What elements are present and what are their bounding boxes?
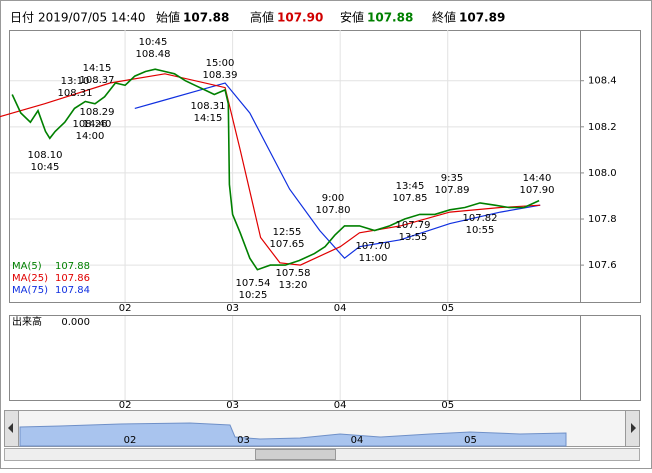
x-tick-label: 03 bbox=[226, 303, 239, 314]
annotation: 10:45 bbox=[139, 37, 168, 48]
nav-area bbox=[19, 422, 567, 447]
legend-name: MA(5) bbox=[12, 261, 42, 272]
x-tick-label: 05 bbox=[441, 400, 454, 411]
field-label: 始値 bbox=[156, 10, 180, 25]
volume-label: 出来高 bbox=[12, 315, 42, 328]
y-tick-label: 108.4 bbox=[588, 76, 617, 87]
nav-tick-label: 02 bbox=[124, 435, 137, 446]
y-tick-label: 107.8 bbox=[588, 214, 617, 225]
x-tick-label: 05 bbox=[441, 303, 454, 314]
annotation: 108.37 bbox=[80, 75, 115, 86]
field-value: 107.88 bbox=[183, 11, 229, 25]
field-label: 安値 bbox=[340, 10, 364, 25]
annotation: 10:55 bbox=[466, 225, 495, 236]
y-tick-label: 107.6 bbox=[588, 260, 617, 271]
field-value: 107.88 bbox=[367, 11, 413, 25]
field-label: 終値 bbox=[432, 10, 456, 25]
legend-value: 107.84 bbox=[55, 285, 90, 296]
annotation: 13:10 bbox=[61, 76, 90, 87]
series-line bbox=[134, 82, 541, 260]
annotation: 15:00 bbox=[206, 58, 235, 69]
nav-tick-label: 03 bbox=[237, 435, 250, 446]
annotation: 14:40 bbox=[523, 173, 552, 184]
annotation: 107.79 bbox=[396, 220, 431, 231]
annotation: 107.89 bbox=[435, 185, 470, 196]
annotation: 108.48 bbox=[136, 49, 171, 60]
annotation: 108.39 bbox=[203, 70, 238, 81]
nav-tick-label: 05 bbox=[464, 435, 477, 446]
annotation: 108.26 bbox=[73, 119, 108, 130]
series-line bbox=[11, 68, 540, 271]
annotation: 10:45 bbox=[31, 162, 60, 173]
annotation: 10:25 bbox=[239, 290, 268, 301]
nav-tick-label: 04 bbox=[351, 435, 364, 446]
annotation: 12:55 bbox=[273, 227, 302, 238]
x-tick-label: 02 bbox=[119, 303, 132, 314]
annotation: 107.70 bbox=[356, 241, 391, 252]
price-axis bbox=[580, 30, 641, 303]
field-value: 107.89 bbox=[459, 11, 505, 25]
x-tick-label: 02 bbox=[119, 400, 132, 411]
legend-name: MA(75) bbox=[12, 285, 48, 296]
y-tick-label: 108.0 bbox=[588, 168, 617, 179]
annotation: 14:15 bbox=[194, 113, 223, 124]
x-tick-label: 04 bbox=[334, 400, 347, 411]
annotation: 108.29 bbox=[80, 107, 115, 118]
x-tick-label: 04 bbox=[334, 303, 347, 314]
annotation: 107.65 bbox=[270, 239, 305, 250]
annotation: 11:00 bbox=[359, 253, 388, 264]
annotation: 9:00 bbox=[322, 193, 344, 204]
annotation: 13:55 bbox=[399, 232, 428, 243]
annotation: 14:40 bbox=[83, 119, 112, 130]
annotation: 107.58 bbox=[276, 268, 311, 279]
annotation: 13:20 bbox=[279, 280, 308, 291]
annotation: 108.31 bbox=[58, 88, 93, 99]
legend-name: MA(25) bbox=[12, 273, 48, 284]
date-label: 日付 bbox=[10, 11, 34, 25]
annotation: 107.90 bbox=[520, 185, 555, 196]
annotation: 107.85 bbox=[393, 193, 428, 204]
annotation: 108.31 bbox=[191, 101, 226, 112]
field-label: 高値 bbox=[250, 10, 274, 25]
legend-value: 107.86 bbox=[55, 273, 90, 284]
y-tick-label: 108.2 bbox=[588, 122, 617, 133]
x-tick-label: 03 bbox=[226, 400, 239, 411]
annotation: 13:45 bbox=[396, 181, 425, 192]
date: 2019/07/05 14:40 bbox=[38, 11, 146, 25]
annotation: 14:15 bbox=[83, 63, 112, 74]
annotation: 108.10 bbox=[28, 150, 63, 161]
annotation: 107.54 bbox=[236, 278, 271, 289]
volume-axis bbox=[580, 315, 641, 401]
annotation: 107.82 bbox=[463, 213, 498, 224]
annotation: 9:35 bbox=[441, 173, 463, 184]
volume-value: 0.000 bbox=[61, 317, 90, 328]
scroll-thumb[interactable] bbox=[255, 449, 336, 460]
series-line bbox=[0, 73, 541, 266]
field-value: 107.90 bbox=[277, 11, 323, 25]
annotation: 107.80 bbox=[316, 205, 351, 216]
annotation: 14:00 bbox=[76, 131, 105, 142]
legend-value: 107.88 bbox=[55, 261, 90, 272]
